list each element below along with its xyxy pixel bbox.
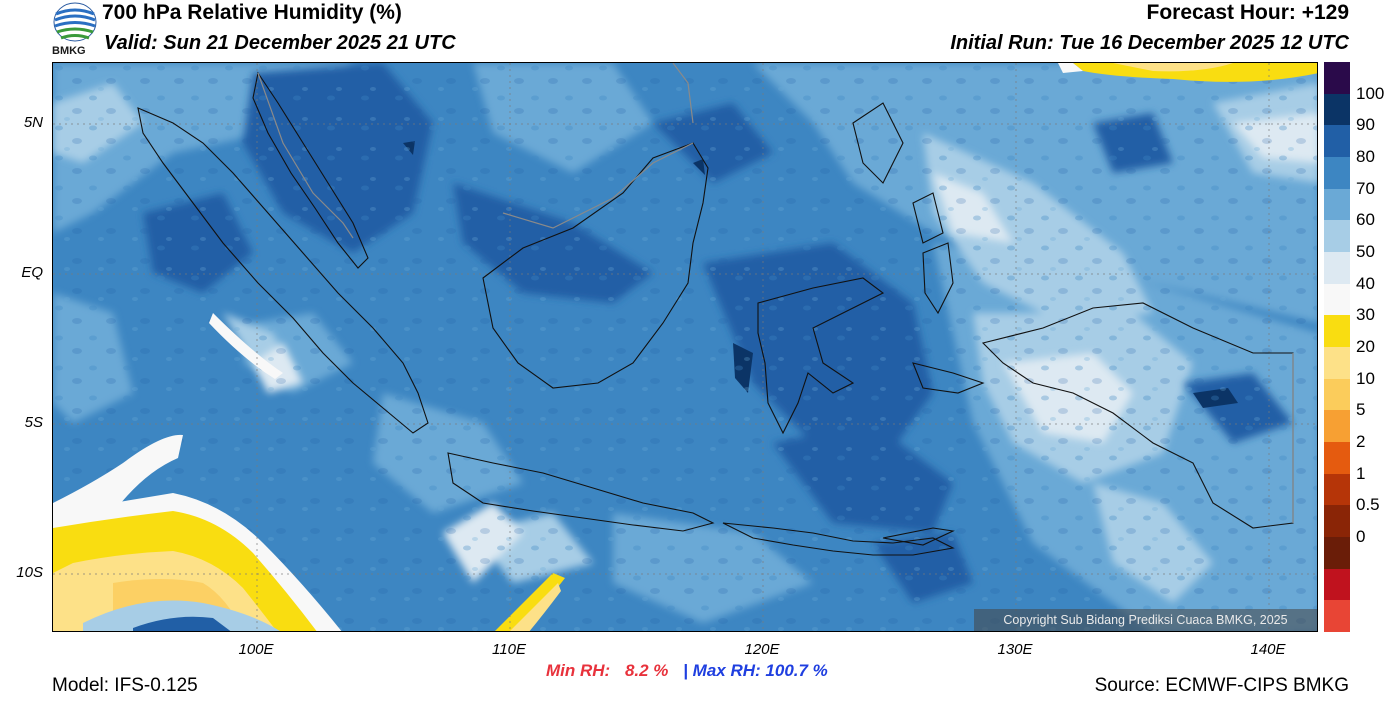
colorbar-label: 0.5 — [1356, 495, 1380, 515]
colorbar-segment — [1324, 347, 1350, 380]
min-rh-value: 8.2 % — [624, 661, 669, 680]
colorbar-segment — [1324, 315, 1350, 348]
colorbar-label: 40 — [1356, 273, 1375, 293]
map-title: 700 hPa Relative Humidity (%) — [102, 1, 402, 24]
colorbar-label: 60 — [1356, 210, 1375, 230]
lon-label-120e: 120E — [744, 641, 780, 658]
colorbar-segment — [1324, 188, 1350, 221]
colorbar-segment — [1324, 283, 1350, 316]
colorbar-segment — [1324, 157, 1350, 190]
lat-label-5s: 5S — [24, 414, 43, 431]
colorbar-label: 0 — [1356, 527, 1366, 546]
lon-label-130e: 130E — [997, 641, 1033, 658]
colorbar-segment — [1324, 600, 1350, 633]
humidity-map — [52, 62, 1318, 632]
max-rh-label: Max RH: — [692, 661, 761, 680]
colorbar-segment — [1324, 505, 1350, 538]
colorbar-label: 5 — [1356, 400, 1366, 420]
forecast-hour: Forecast Hour: +129 — [1146, 1, 1350, 24]
colorbar-segment — [1324, 473, 1350, 506]
borders — [257, 63, 1294, 523]
colorbar-segment — [1324, 442, 1350, 475]
colorbar-segment — [1324, 410, 1350, 443]
humidity-field — [53, 63, 1317, 631]
copyright-note: Copyright Sub Bidang Prediksi Cuaca BMKG… — [974, 609, 1317, 631]
colorbar-label: 100 — [1356, 83, 1385, 103]
initial-run: Initial Run: Tue 16 December 2025 12 UTC — [950, 32, 1349, 54]
valid-time: Valid: Sun 21 December 2025 21 UTC — [104, 32, 456, 54]
colorbar-label: 2 — [1356, 432, 1366, 451]
colorbar-label: 90 — [1356, 115, 1375, 135]
source-info: Source: ECMWF-CIPS BMKG — [1094, 675, 1349, 696]
colorbar-segment — [1324, 62, 1350, 95]
colorbar-segment — [1324, 537, 1350, 570]
rh-separator: | — [683, 661, 688, 680]
colorbar-label: 30 — [1356, 305, 1375, 325]
model-info: Model: IFS-0.125 — [52, 675, 198, 696]
colorbar-label: 50 — [1356, 242, 1375, 261]
colorbar-segment — [1324, 125, 1350, 158]
lon-label-110e: 110E — [492, 641, 526, 658]
colorbar-segment — [1324, 378, 1350, 411]
colorbar-label: 1 — [1356, 463, 1366, 483]
colorbar-label: 80 — [1356, 147, 1375, 166]
colorbar-segment — [1324, 93, 1350, 126]
colorbar-segment — [1324, 220, 1350, 253]
lat-label-10s: 10S — [16, 564, 43, 581]
colorbar-label: 20 — [1356, 337, 1375, 356]
lon-label-100e: 100E — [238, 641, 274, 658]
colorbar-segment — [1324, 568, 1350, 601]
rh-stats: Min RH: 8.2 % | Max RH: 100.7 % — [546, 661, 828, 681]
logo-text: BMKG — [52, 45, 86, 57]
colorbar-label: 10 — [1356, 368, 1375, 388]
bmkg-logo — [52, 2, 98, 60]
lat-label-5n: 5N — [23, 114, 43, 131]
lon-label-140e: 140E — [1250, 641, 1286, 658]
max-rh-value: 100.7 % — [765, 661, 828, 680]
colorbar — [1324, 62, 1350, 633]
coastlines — [137, 71, 1294, 556]
lat-label-eq: EQ — [21, 264, 43, 281]
colorbar-segment — [1324, 252, 1350, 285]
min-rh-label: Min RH: — [546, 661, 611, 680]
colorbar-label: 70 — [1356, 178, 1375, 198]
